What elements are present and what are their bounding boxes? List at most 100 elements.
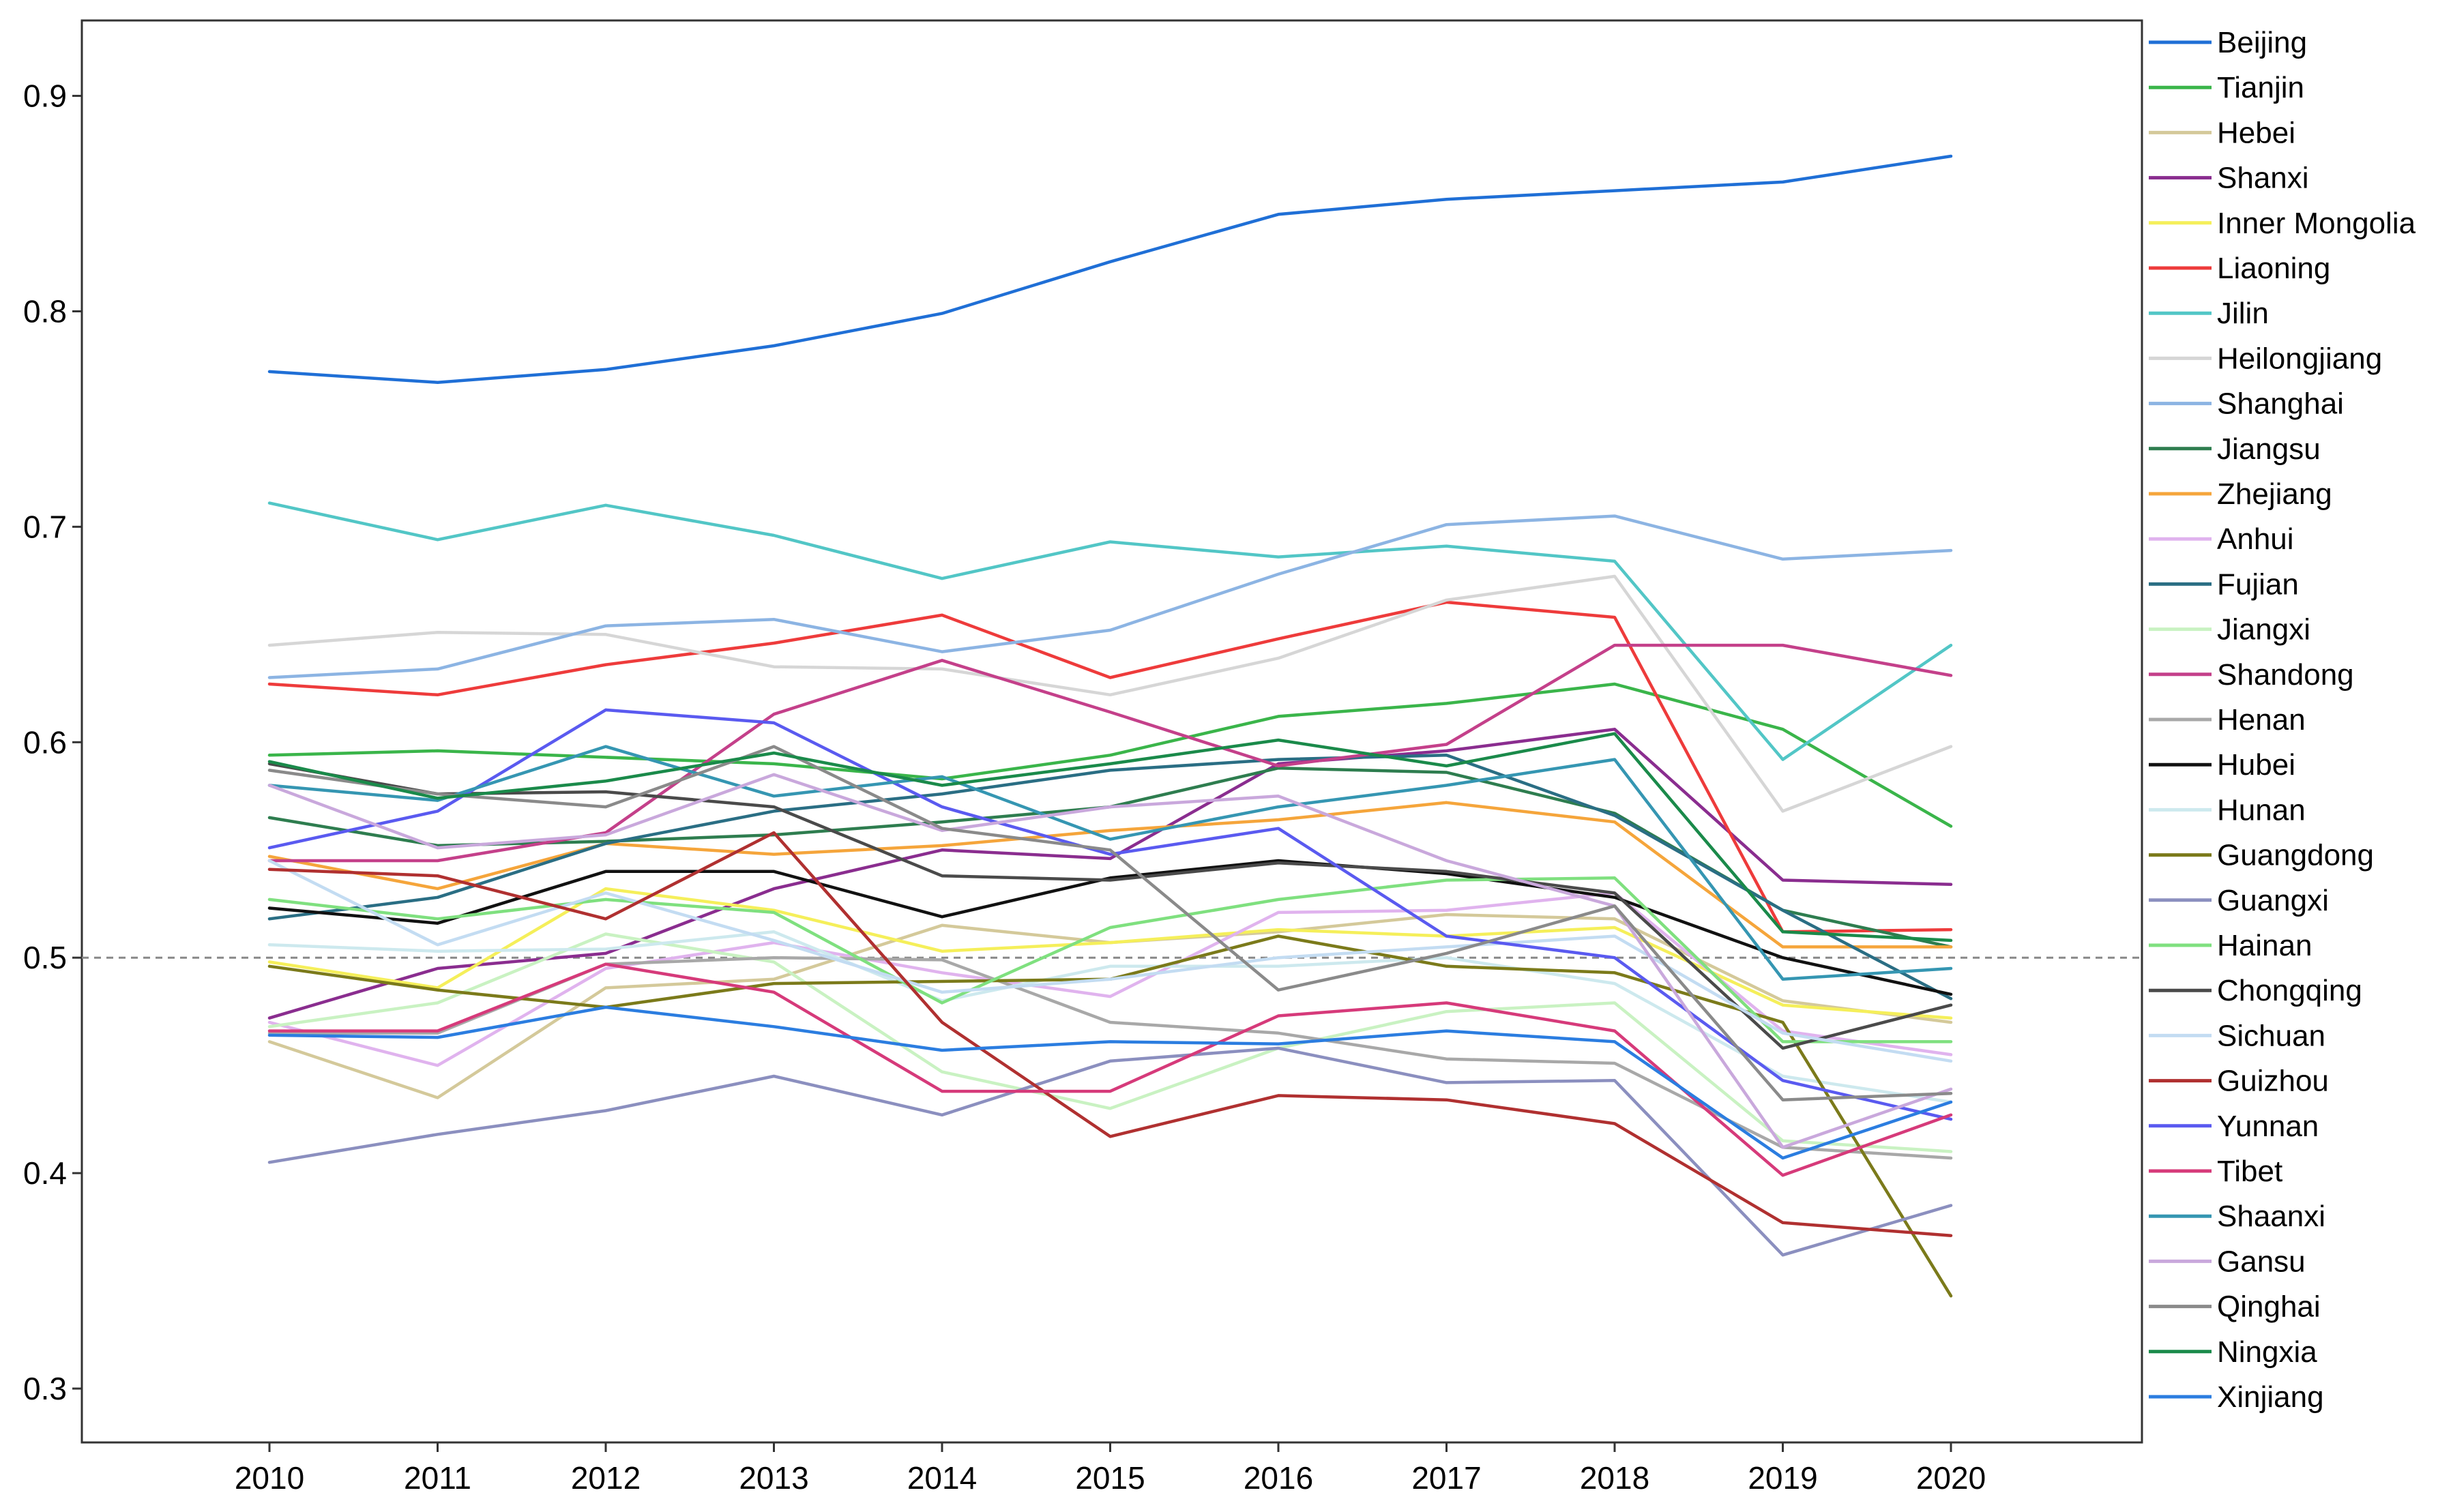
series-line-fujian	[267, 754, 1953, 1000]
legend-item: Shanghai	[2149, 387, 2344, 421]
series-line-shandong	[267, 643, 1953, 863]
legend-label: Tianjin	[2217, 71, 2304, 104]
legend-item: Gansu	[2149, 1245, 2306, 1278]
y-tick-label: 0.9	[23, 78, 67, 114]
x-tick-label: 2019	[1748, 1460, 1817, 1496]
legend-label: Hubei	[2217, 748, 2295, 782]
series-line-heilongjiang	[267, 574, 1953, 813]
series-line-zhejiang	[267, 801, 1953, 949]
legend-item: Ningxia	[2149, 1335, 2317, 1369]
series-line-beijing	[267, 154, 1953, 384]
y-tick-label: 0.6	[23, 724, 67, 760]
series-line-henan	[267, 955, 1953, 1160]
series-line-shaanxi	[267, 745, 1953, 981]
series-line-jilin	[267, 501, 1953, 761]
series-line-yunnan	[267, 708, 1953, 1121]
legend-label: Hunan	[2217, 793, 2306, 827]
legend-label: Hainan	[2217, 929, 2312, 962]
legend-item: Heilongjiang	[2149, 342, 2382, 375]
x-tick-label: 2017	[1411, 1460, 1481, 1496]
legend-item: Hubei	[2149, 748, 2295, 782]
legend-label: Gansu	[2217, 1245, 2306, 1278]
legend-label: Shanxi	[2217, 162, 2309, 195]
legend-label: Guangxi	[2217, 884, 2329, 917]
y-tick-label: 0.7	[23, 509, 67, 544]
series-line-shanghai	[267, 514, 1953, 679]
series-line-gansu	[267, 773, 1953, 1149]
legend-item: Shandong	[2149, 658, 2354, 692]
y-tick-label: 0.4	[23, 1155, 67, 1191]
series-line-guangxi	[267, 1046, 1953, 1257]
legend-label: Yunnan	[2217, 1110, 2319, 1143]
legend-item: Xinjiang	[2149, 1380, 2324, 1414]
legend-item: Tibet	[2149, 1155, 2282, 1188]
legend-item: Liaoning	[2149, 252, 2330, 285]
legend-item: Guangxi	[2149, 884, 2329, 917]
series-line-xinjiang	[267, 1005, 1953, 1160]
legend-label: Shanghai	[2217, 387, 2344, 421]
legend-item: Inner Mongolia	[2149, 207, 2416, 240]
legend-item: Henan	[2149, 703, 2306, 737]
x-tick-label: 2020	[1916, 1460, 1986, 1496]
series-line-chongqing	[267, 762, 1953, 1050]
y-tick-label: 0.5	[23, 940, 67, 975]
x-tick-label: 2013	[739, 1460, 808, 1496]
legend-label: Ningxia	[2217, 1335, 2317, 1369]
legend-item: Sichuan	[2149, 1019, 2325, 1052]
x-tick-label: 2014	[907, 1460, 977, 1496]
legend-label: Jiangsu	[2217, 432, 2321, 466]
legend-item: Hebei	[2149, 116, 2295, 149]
legend-item: Zhejiang	[2149, 477, 2332, 511]
x-tick-label: 2010	[235, 1460, 304, 1496]
legend-label: Fujian	[2217, 567, 2299, 601]
series-line-qinghai	[267, 745, 1953, 1101]
legend-item: Jiangsu	[2149, 432, 2321, 466]
legend-label: Inner Mongolia	[2217, 207, 2416, 240]
y-tick-label: 0.8	[23, 293, 67, 329]
legend-label: Chongqing	[2217, 974, 2362, 1007]
legend-item: Beijing	[2149, 26, 2307, 59]
legend-item: Jilin	[2149, 297, 2269, 330]
x-tick-label: 2015	[1075, 1460, 1145, 1496]
legend-item: Guizhou	[2149, 1065, 2329, 1098]
legend-label: Anhui	[2217, 522, 2294, 556]
legend-item: Qinghai	[2149, 1290, 2321, 1324]
x-tick-label: 2012	[571, 1460, 641, 1496]
series-line-jiangxi	[267, 932, 1953, 1153]
legend-item: Anhui	[2149, 522, 2294, 556]
legend-label: Zhejiang	[2217, 477, 2332, 511]
legend-item: Hunan	[2149, 793, 2306, 827]
legend-label: Shaanxi	[2217, 1200, 2325, 1233]
legend-label: Shandong	[2217, 658, 2354, 692]
y-tick-label: 0.3	[23, 1371, 67, 1406]
legend-label: Jiangxi	[2217, 613, 2310, 647]
legend-item: Tianjin	[2149, 71, 2304, 104]
x-tick-label: 2016	[1244, 1460, 1313, 1496]
series-line-liaoning	[267, 600, 1953, 934]
legend-label: Hebei	[2217, 116, 2295, 149]
legend-item: Yunnan	[2149, 1110, 2319, 1143]
legend-label: Guangdong	[2217, 839, 2374, 872]
legend-item: Shaanxi	[2149, 1200, 2325, 1233]
legend-label: Xinjiang	[2217, 1380, 2324, 1414]
legend-item: Jiangxi	[2149, 613, 2310, 647]
legend-item: Fujian	[2149, 567, 2299, 601]
legend-label: Tibet	[2217, 1155, 2282, 1188]
series-line-inner-mongolia	[267, 887, 1953, 1020]
x-tick-label: 2011	[404, 1460, 471, 1496]
series-line-ningxia	[267, 732, 1953, 943]
series-line-hubei	[267, 859, 1953, 996]
legend-label: Henan	[2217, 703, 2306, 737]
legend-label: Jilin	[2217, 297, 2269, 330]
legend-item: Hainan	[2149, 929, 2312, 962]
plot-frame	[80, 19, 2143, 1444]
series-line-tianjin	[267, 682, 1953, 828]
x-tick-label: 2018	[1580, 1460, 1649, 1496]
legend-label: Liaoning	[2217, 252, 2330, 285]
legend-item: Chongqing	[2149, 974, 2362, 1007]
series-line-guangdong	[267, 934, 1953, 1298]
legend-item: Guangdong	[2149, 839, 2374, 872]
series-line-guizhou	[267, 831, 1953, 1237]
